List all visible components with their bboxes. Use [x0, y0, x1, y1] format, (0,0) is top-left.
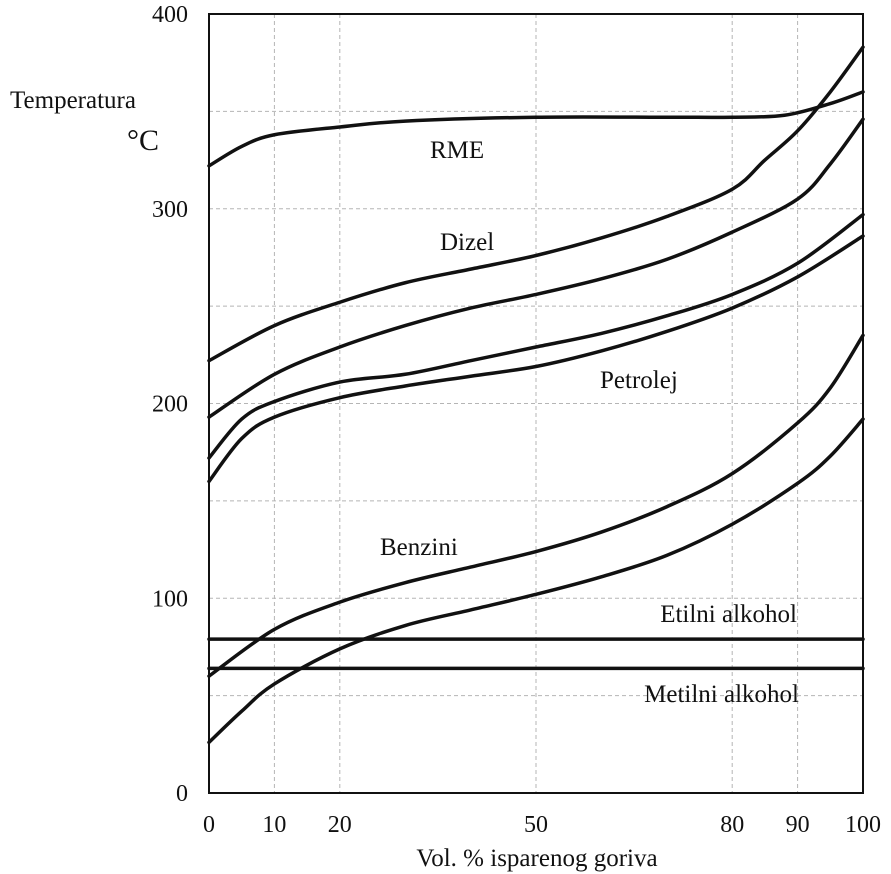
series-label: Benzini	[380, 534, 458, 561]
y-tick-label: 400	[152, 2, 188, 28]
x-tick-label: 10	[262, 812, 286, 838]
series-label: Petrolej	[600, 367, 678, 394]
x-tick-label: 0	[203, 812, 215, 838]
series-line-4	[207, 212, 865, 460]
y-tick-label: 100	[152, 586, 188, 612]
series-line-3	[207, 117, 865, 419]
plot-frame	[208, 13, 864, 794]
y-tick-labels: 0 100 200 300 400	[152, 2, 188, 807]
y-axis-unit: °C	[127, 124, 159, 157]
x-tick-label: 50	[524, 812, 548, 838]
series-label: Metilni alkohol	[644, 681, 799, 708]
series-line-7	[207, 417, 865, 745]
series-lines	[207, 45, 865, 745]
series-line-6	[207, 333, 865, 678]
x-tick-label: 90	[786, 812, 810, 838]
y-tick-label: 200	[152, 392, 188, 418]
series-line-1	[207, 90, 865, 168]
x-tick-labels: 0 10 20 50 80 90 100	[203, 812, 881, 838]
series-label: RME	[430, 137, 484, 164]
y-tick-label: 300	[152, 197, 188, 223]
y-axis-label: Temperatura	[10, 87, 136, 114]
x-axis-label: Vol. % isparenog goriva	[416, 845, 657, 872]
x-tick-label: 80	[720, 812, 744, 838]
x-tick-label: 20	[328, 812, 352, 838]
series-labels: RME Dizel Petrolej Benzini Etilni alkohol Met…	[380, 137, 799, 708]
series-line-2	[207, 45, 865, 363]
grid	[209, 14, 863, 793]
series-label: Etilni alkohol	[660, 601, 797, 628]
y-tick-label: 0	[176, 781, 188, 807]
series-label: Dizel	[440, 229, 494, 256]
x-tick-label: 100	[845, 812, 881, 838]
series-line-5	[207, 234, 865, 484]
